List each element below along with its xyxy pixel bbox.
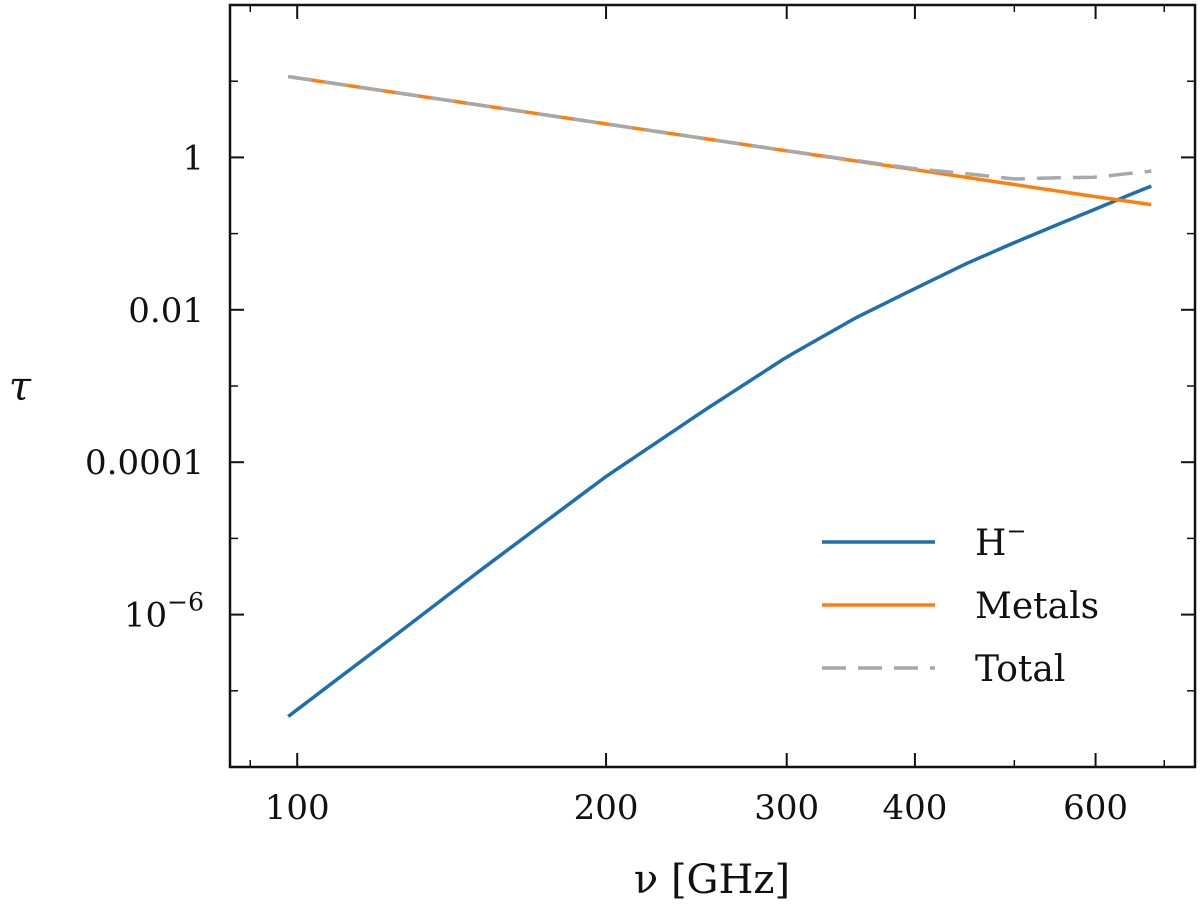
x-tick-label: 400 bbox=[882, 788, 947, 828]
legend-label-metals: Metals bbox=[975, 586, 1099, 627]
series-layer bbox=[287, 74, 1152, 718]
y-tick-label: 0.0001 bbox=[85, 443, 204, 483]
y-tick-label-exponent: −6 bbox=[167, 588, 204, 617]
y-tick-label-base: 10 bbox=[124, 596, 167, 636]
legend-label-total: Total bbox=[975, 649, 1065, 690]
ticks-layer: 100 200 300 400 600 1 0.01 0.0001 10−6 bbox=[85, 4, 1195, 828]
x-tick-label: 200 bbox=[574, 788, 639, 828]
legend-label-text: Total bbox=[975, 649, 1065, 690]
plot-frame bbox=[228, 3, 1197, 769]
legend-label-superscript: − bbox=[1006, 517, 1026, 545]
y-tick-label: 0.01 bbox=[128, 291, 204, 331]
x-tick-label: 600 bbox=[1063, 788, 1128, 828]
x-tick-label: 300 bbox=[754, 788, 819, 828]
x-axis-title: ν [GHz] bbox=[634, 857, 790, 903]
x-tick-label: 100 bbox=[265, 788, 330, 828]
legend-label-text: Metals bbox=[975, 586, 1099, 627]
series-line-total bbox=[287, 74, 1152, 181]
series-line-h bbox=[287, 184, 1152, 718]
legend-label-h: H− bbox=[975, 517, 1027, 564]
y-tick-label: 1 bbox=[182, 138, 204, 178]
y-axis-title: τ bbox=[9, 364, 32, 410]
y-tick-label: 10−6 bbox=[124, 588, 204, 636]
legend: H− Metals Total bbox=[822, 517, 1099, 690]
legend-label-text: H bbox=[975, 523, 1006, 564]
